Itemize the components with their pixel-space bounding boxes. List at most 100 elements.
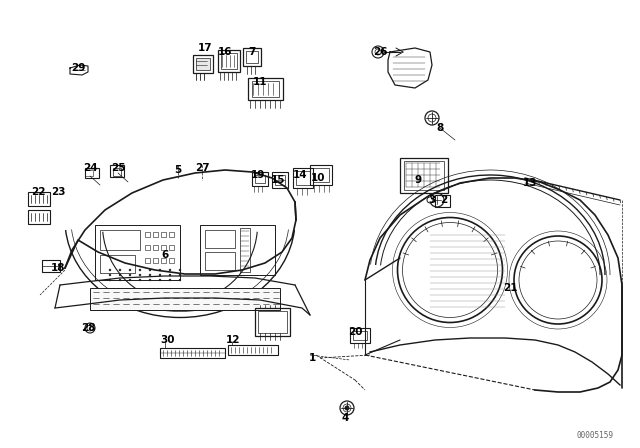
Text: 2: 2 — [440, 195, 447, 205]
Text: 28: 28 — [81, 323, 95, 333]
Bar — [153, 245, 158, 250]
Bar — [110, 165, 124, 177]
Bar — [313, 168, 329, 182]
Text: 27: 27 — [195, 163, 209, 173]
Circle shape — [179, 274, 181, 276]
Circle shape — [129, 269, 131, 271]
Circle shape — [345, 406, 349, 410]
Circle shape — [139, 279, 141, 281]
Bar — [252, 172, 268, 186]
Circle shape — [129, 279, 131, 281]
Circle shape — [159, 279, 161, 281]
Bar — [196, 58, 210, 70]
Bar — [272, 172, 288, 188]
Text: 10: 10 — [311, 173, 325, 183]
Bar — [296, 171, 310, 185]
Bar — [85, 168, 99, 178]
Bar — [145, 245, 150, 250]
Bar — [153, 232, 158, 237]
Bar — [145, 258, 150, 263]
Text: 12: 12 — [226, 335, 240, 345]
Text: 14: 14 — [292, 170, 307, 180]
Text: 25: 25 — [111, 163, 125, 173]
Bar — [350, 328, 370, 343]
Text: 7: 7 — [248, 47, 256, 57]
Circle shape — [119, 269, 121, 271]
Bar — [161, 258, 166, 263]
Text: 13: 13 — [523, 178, 537, 188]
Bar — [293, 168, 313, 188]
Text: 23: 23 — [51, 187, 65, 197]
Bar — [160, 348, 225, 358]
Circle shape — [119, 274, 121, 276]
Text: 11: 11 — [253, 77, 268, 87]
Bar — [353, 331, 367, 340]
Text: 15: 15 — [271, 175, 285, 185]
Text: 19: 19 — [251, 170, 265, 180]
Text: 9: 9 — [415, 175, 422, 185]
Bar — [28, 210, 50, 224]
Text: 00005159: 00005159 — [577, 431, 614, 439]
Circle shape — [109, 279, 111, 281]
Bar — [161, 245, 166, 250]
Bar — [275, 175, 285, 185]
Text: 26: 26 — [372, 47, 387, 57]
Circle shape — [179, 269, 181, 271]
Bar — [90, 288, 280, 310]
Bar — [228, 345, 278, 355]
Bar — [258, 311, 287, 333]
Circle shape — [179, 279, 181, 281]
Bar — [255, 175, 265, 183]
Bar — [193, 55, 213, 73]
Text: 4: 4 — [341, 413, 349, 423]
Text: 8: 8 — [436, 123, 444, 133]
Circle shape — [119, 279, 121, 281]
Text: 30: 30 — [161, 335, 175, 345]
Bar — [435, 195, 450, 207]
Text: 20: 20 — [348, 327, 362, 337]
Bar — [218, 50, 240, 72]
Bar — [100, 230, 140, 250]
Bar — [100, 255, 135, 273]
Bar — [404, 161, 444, 190]
Text: 22: 22 — [31, 187, 45, 197]
Circle shape — [427, 197, 433, 203]
Bar — [42, 260, 60, 272]
Circle shape — [149, 279, 151, 281]
Bar — [205, 252, 235, 270]
Bar — [310, 165, 332, 185]
Bar — [205, 230, 235, 248]
Text: 16: 16 — [218, 47, 232, 57]
Bar — [248, 78, 283, 100]
Circle shape — [109, 274, 111, 276]
Circle shape — [139, 274, 141, 276]
Bar — [246, 51, 258, 63]
Circle shape — [159, 274, 161, 276]
Bar — [240, 228, 250, 272]
Bar — [169, 232, 174, 237]
Circle shape — [149, 269, 151, 271]
Text: 21: 21 — [503, 283, 517, 293]
Bar — [85, 170, 93, 176]
Circle shape — [109, 269, 111, 271]
Circle shape — [169, 274, 171, 276]
Text: 17: 17 — [198, 43, 212, 53]
Bar — [200, 225, 275, 275]
Bar — [255, 308, 290, 336]
Circle shape — [149, 274, 151, 276]
Bar — [243, 48, 261, 66]
Text: 3: 3 — [428, 195, 436, 205]
Bar — [169, 258, 174, 263]
Circle shape — [129, 274, 131, 276]
Bar — [161, 232, 166, 237]
Text: 18: 18 — [51, 263, 65, 273]
Text: 5: 5 — [174, 165, 182, 175]
Text: 6: 6 — [161, 250, 168, 260]
Circle shape — [169, 279, 171, 281]
Circle shape — [169, 269, 171, 271]
Circle shape — [139, 269, 141, 271]
Text: 29: 29 — [71, 63, 85, 73]
Text: 1: 1 — [308, 353, 316, 363]
Bar — [113, 168, 121, 176]
Bar — [28, 192, 50, 206]
